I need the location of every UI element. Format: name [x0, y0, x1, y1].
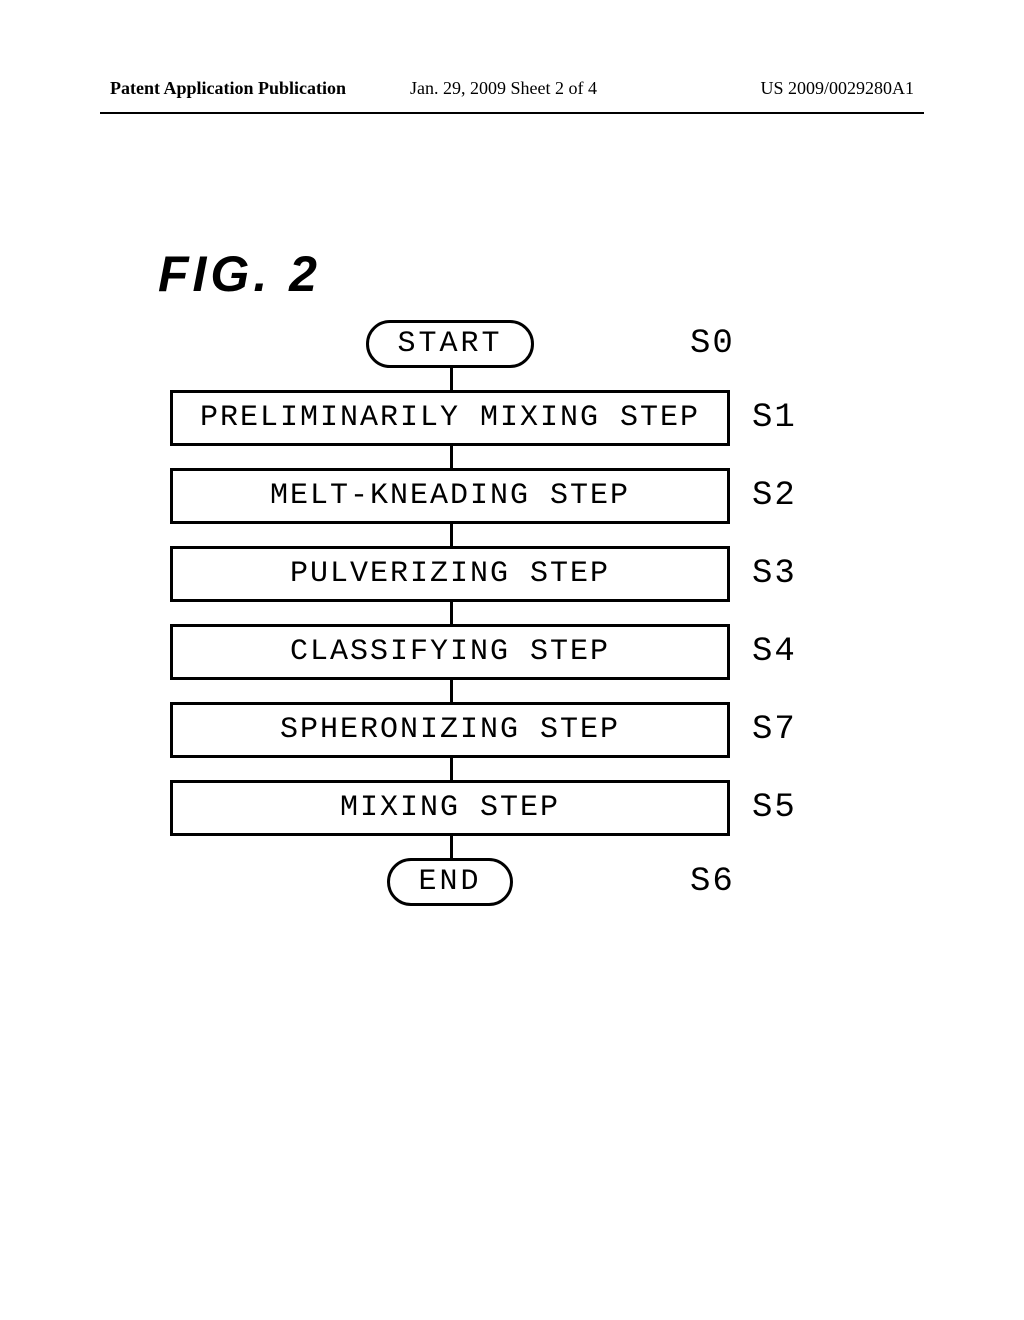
connector-line: [450, 446, 453, 468]
process-node: MELT-KNEADING STEP: [170, 468, 730, 524]
process-node: PRELIMINARILY MIXING STEP: [170, 390, 730, 446]
connector-line: [450, 524, 453, 546]
step-label: S3: [752, 555, 797, 593]
header-divider: [100, 112, 924, 114]
step-label: S4: [752, 633, 797, 671]
terminal-wrap: END: [170, 858, 730, 906]
connector-line: [450, 758, 453, 780]
connector-line: [450, 368, 453, 390]
flowchart-row: MELT-KNEADING STEP S2: [170, 468, 870, 524]
connector-line: [450, 680, 453, 702]
flowchart-row: PRELIMINARILY MIXING STEP S1: [170, 390, 870, 446]
terminal-node: START: [366, 320, 533, 368]
header-left-text: Patent Application Publication: [110, 78, 346, 99]
process-node: PULVERIZING STEP: [170, 546, 730, 602]
terminal-wrap: START: [170, 320, 730, 368]
connector-line: [450, 836, 453, 858]
header-center-text: Jan. 29, 2009 Sheet 2 of 4: [410, 78, 597, 99]
flowchart-row: SPHERONIZING STEP S7: [170, 702, 870, 758]
step-label: S1: [752, 399, 797, 437]
flowchart-row: END S6: [170, 858, 870, 906]
flowchart-row: START S0: [170, 320, 870, 368]
process-node: CLASSIFYING STEP: [170, 624, 730, 680]
step-label: S2: [752, 477, 797, 515]
process-node: MIXING STEP: [170, 780, 730, 836]
flowchart-row: CLASSIFYING STEP S4: [170, 624, 870, 680]
header-right-text: US 2009/0029280A1: [760, 78, 914, 99]
step-label: S0: [690, 325, 735, 363]
step-label: S6: [690, 863, 735, 901]
terminal-node: END: [387, 858, 512, 906]
step-label: S5: [752, 789, 797, 827]
flowchart-row: PULVERIZING STEP S3: [170, 546, 870, 602]
flowchart-row: MIXING STEP S5: [170, 780, 870, 836]
connector-line: [450, 602, 453, 624]
flowchart-container: START S0 PRELIMINARILY MIXING STEP S1 MELT-K…: [170, 320, 870, 906]
step-label: S7: [752, 711, 797, 749]
process-node: SPHERONIZING STEP: [170, 702, 730, 758]
figure-label: FIG. 2: [158, 245, 321, 303]
